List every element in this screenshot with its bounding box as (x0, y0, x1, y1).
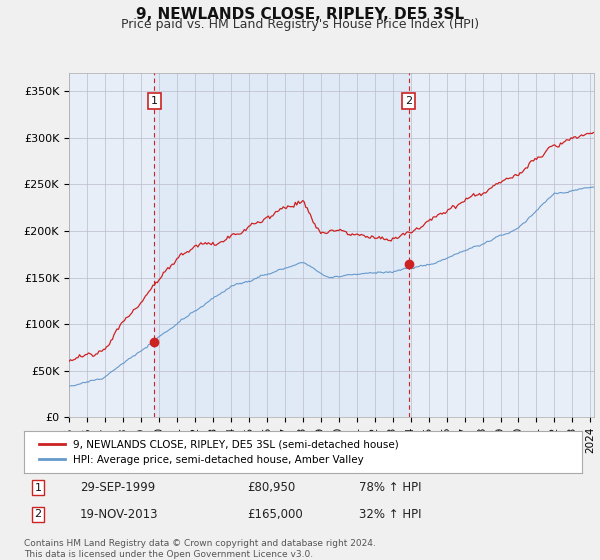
Text: £80,950: £80,950 (247, 481, 295, 494)
Text: Price paid vs. HM Land Registry's House Price Index (HPI): Price paid vs. HM Land Registry's House … (121, 18, 479, 31)
Text: 32% ↑ HPI: 32% ↑ HPI (359, 508, 421, 521)
Bar (154, 73, 409, 417)
Text: £165,000: £165,000 (247, 508, 303, 521)
Text: 19-NOV-2013: 19-NOV-2013 (80, 508, 158, 521)
Legend: 9, NEWLANDS CLOSE, RIPLEY, DE5 3SL (semi-detached house), HPI: Average price, se: 9, NEWLANDS CLOSE, RIPLEY, DE5 3SL (semi… (35, 436, 403, 469)
Text: 78% ↑ HPI: 78% ↑ HPI (359, 481, 421, 494)
Text: 2: 2 (34, 509, 41, 519)
Text: 2: 2 (405, 96, 412, 106)
Text: 1: 1 (151, 96, 158, 106)
Text: 29-SEP-1999: 29-SEP-1999 (80, 481, 155, 494)
Text: 9, NEWLANDS CLOSE, RIPLEY, DE5 3SL: 9, NEWLANDS CLOSE, RIPLEY, DE5 3SL (136, 7, 464, 22)
Text: Contains HM Land Registry data © Crown copyright and database right 2024.
This d: Contains HM Land Registry data © Crown c… (24, 539, 376, 559)
Text: 1: 1 (34, 483, 41, 493)
